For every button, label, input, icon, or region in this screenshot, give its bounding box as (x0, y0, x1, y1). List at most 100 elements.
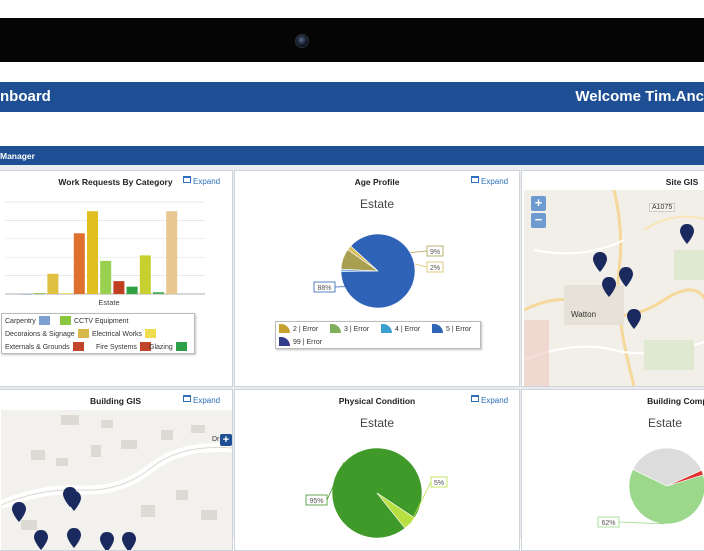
welcome-message: Welcome Tim.Anc (575, 88, 704, 105)
legend-label: Fire Systems (96, 344, 137, 351)
building-map-canvas (1, 415, 232, 550)
label-box (430, 476, 448, 488)
x-axis-label: Estate (98, 298, 119, 307)
data-label: 5% (434, 480, 444, 487)
window-icon (471, 176, 479, 183)
legend-item[interactable]: Fire Systems (96, 342, 154, 351)
legend-swatch (381, 324, 392, 333)
label-connector (326, 462, 345, 501)
legend-row: 2 | Error 3 | Error 4 | Error 5 | Error (276, 322, 480, 335)
expand-button[interactable]: Expand (183, 395, 220, 405)
legend-swatch (139, 342, 151, 351)
legend-label: Externals & Grounds (5, 344, 70, 351)
app-header: nboard Welcome Tim.Anc (0, 82, 704, 112)
legend-label: Carpentry (5, 318, 36, 325)
age-profile-panel: Age Profile Expand Estate 9% 2% 88% 2 | Er… (234, 170, 520, 387)
work-requests-bar-chart: Estate (5, 201, 205, 307)
building-gis-map[interactable]: Dr + (1, 410, 232, 550)
bar-series-10 (153, 292, 164, 294)
bar-electrical-works (60, 293, 72, 294)
legend-label: 3 | Error (344, 326, 370, 333)
physical-condition-pie-chart: 95% 5% (305, 447, 448, 539)
legend-row: Externals & Grounds Fire Systems Glazing (2, 340, 194, 353)
app-title: nboard (0, 88, 51, 105)
legend-label: Electrical Works (92, 331, 143, 338)
window-icon (183, 176, 191, 183)
pie-slice (376, 492, 415, 529)
label-box (305, 494, 328, 506)
age-profile-pie-chart: 9% 2% 88% (313, 233, 444, 309)
zoom-in-button[interactable]: + (220, 434, 232, 446)
expand-button[interactable]: Expand (471, 395, 508, 405)
pie-slice (632, 447, 703, 487)
legend-swatch (38, 316, 50, 325)
legend-label: 5 | Error (446, 326, 472, 333)
legend-item[interactable]: 99 | Error (279, 337, 322, 346)
data-label: 62% (601, 520, 615, 527)
data-label: 95% (309, 498, 323, 505)
work-requests-panel: Work Requests By Category Expand Estate … (0, 170, 233, 387)
legend-swatch (432, 324, 443, 333)
bar-series-9 (139, 255, 151, 294)
webcam-icon (295, 34, 309, 48)
legend-item[interactable]: Externals & Grounds (5, 342, 87, 351)
legend-swatch (145, 329, 157, 338)
legend-item[interactable]: Electrical Works (92, 329, 159, 338)
section-header: Manager (0, 146, 704, 165)
bar-carpentry (21, 294, 32, 295)
site-gis-map[interactable]: A1075 Watton + − (524, 190, 704, 386)
pie-slice (628, 468, 704, 525)
building-compliance-panel: Building Complianc Estate 62% (521, 389, 704, 551)
legend-item[interactable]: Glazing (149, 342, 190, 351)
chart-subtitle: Estate (359, 416, 395, 430)
bar-fire-systems (87, 211, 98, 294)
monitor-bezel (0, 18, 704, 62)
pie-slice (340, 268, 379, 272)
chart-subtitle: Estate (647, 416, 683, 430)
window-icon (471, 395, 479, 402)
panel-title: Building Complianc (647, 396, 704, 406)
zoom-out-button[interactable]: − (531, 213, 546, 228)
town-label: Watton (571, 310, 597, 319)
legend-label: CCTV Equipment (74, 318, 129, 325)
header-gap (0, 112, 704, 146)
legend-swatch (60, 316, 71, 325)
label-box (426, 261, 444, 273)
legend-swatch (175, 342, 187, 351)
bar-series-11 (166, 211, 178, 294)
building-gis-panel: Building GIS Expand (0, 389, 233, 551)
legend-label: Decoraions & Signage (5, 331, 75, 338)
legend-swatch (72, 342, 84, 351)
label-connector (334, 283, 413, 288)
legend-swatch (77, 329, 89, 338)
legend-item[interactable]: CCTV Equipment (60, 316, 128, 325)
legend-swatch (279, 337, 290, 346)
expand-button[interactable]: Expand (183, 176, 220, 186)
legend-item[interactable]: Decoraions & Signage (5, 329, 92, 338)
bar-decoraions-signage (47, 273, 59, 294)
data-label: 88% (317, 285, 331, 292)
legend-item[interactable]: Carpentry (5, 316, 53, 325)
label-box (426, 245, 444, 257)
expand-button[interactable]: Expand (471, 176, 508, 186)
legend-item[interactable]: 5 | Error (432, 324, 471, 333)
site-map-canvas (524, 190, 704, 386)
dashboard-grid: Work Requests By Category Expand Estate … (0, 165, 704, 551)
bar-externals-grounds (73, 233, 85, 294)
legend-item[interactable]: 3 | Error (330, 324, 369, 333)
street-label: Dr (212, 436, 220, 443)
legend-item[interactable]: 4 | Error (381, 324, 420, 333)
legend-row: 99 | Error (276, 335, 480, 348)
label-connector (409, 481, 432, 524)
legend-row: Decoraions & Signage Electrical Works (2, 327, 194, 340)
legend-label: 4 | Error (395, 326, 421, 333)
data-label: 9% (430, 249, 440, 256)
bar-chart-legend: Carpentry CCTV Equipment Decoraions & Sign… (1, 313, 195, 354)
zoom-in-button[interactable]: + (531, 196, 546, 211)
bar-series-8 (126, 286, 138, 294)
legend-item[interactable]: 2 | Error (279, 324, 318, 333)
bar-series-7 (113, 281, 125, 294)
panel-title: Physical Condition (338, 396, 416, 406)
data-label: 2% (430, 265, 440, 272)
physical-condition-panel: Physical Condition Expand Estate 95% 5% (234, 389, 520, 551)
